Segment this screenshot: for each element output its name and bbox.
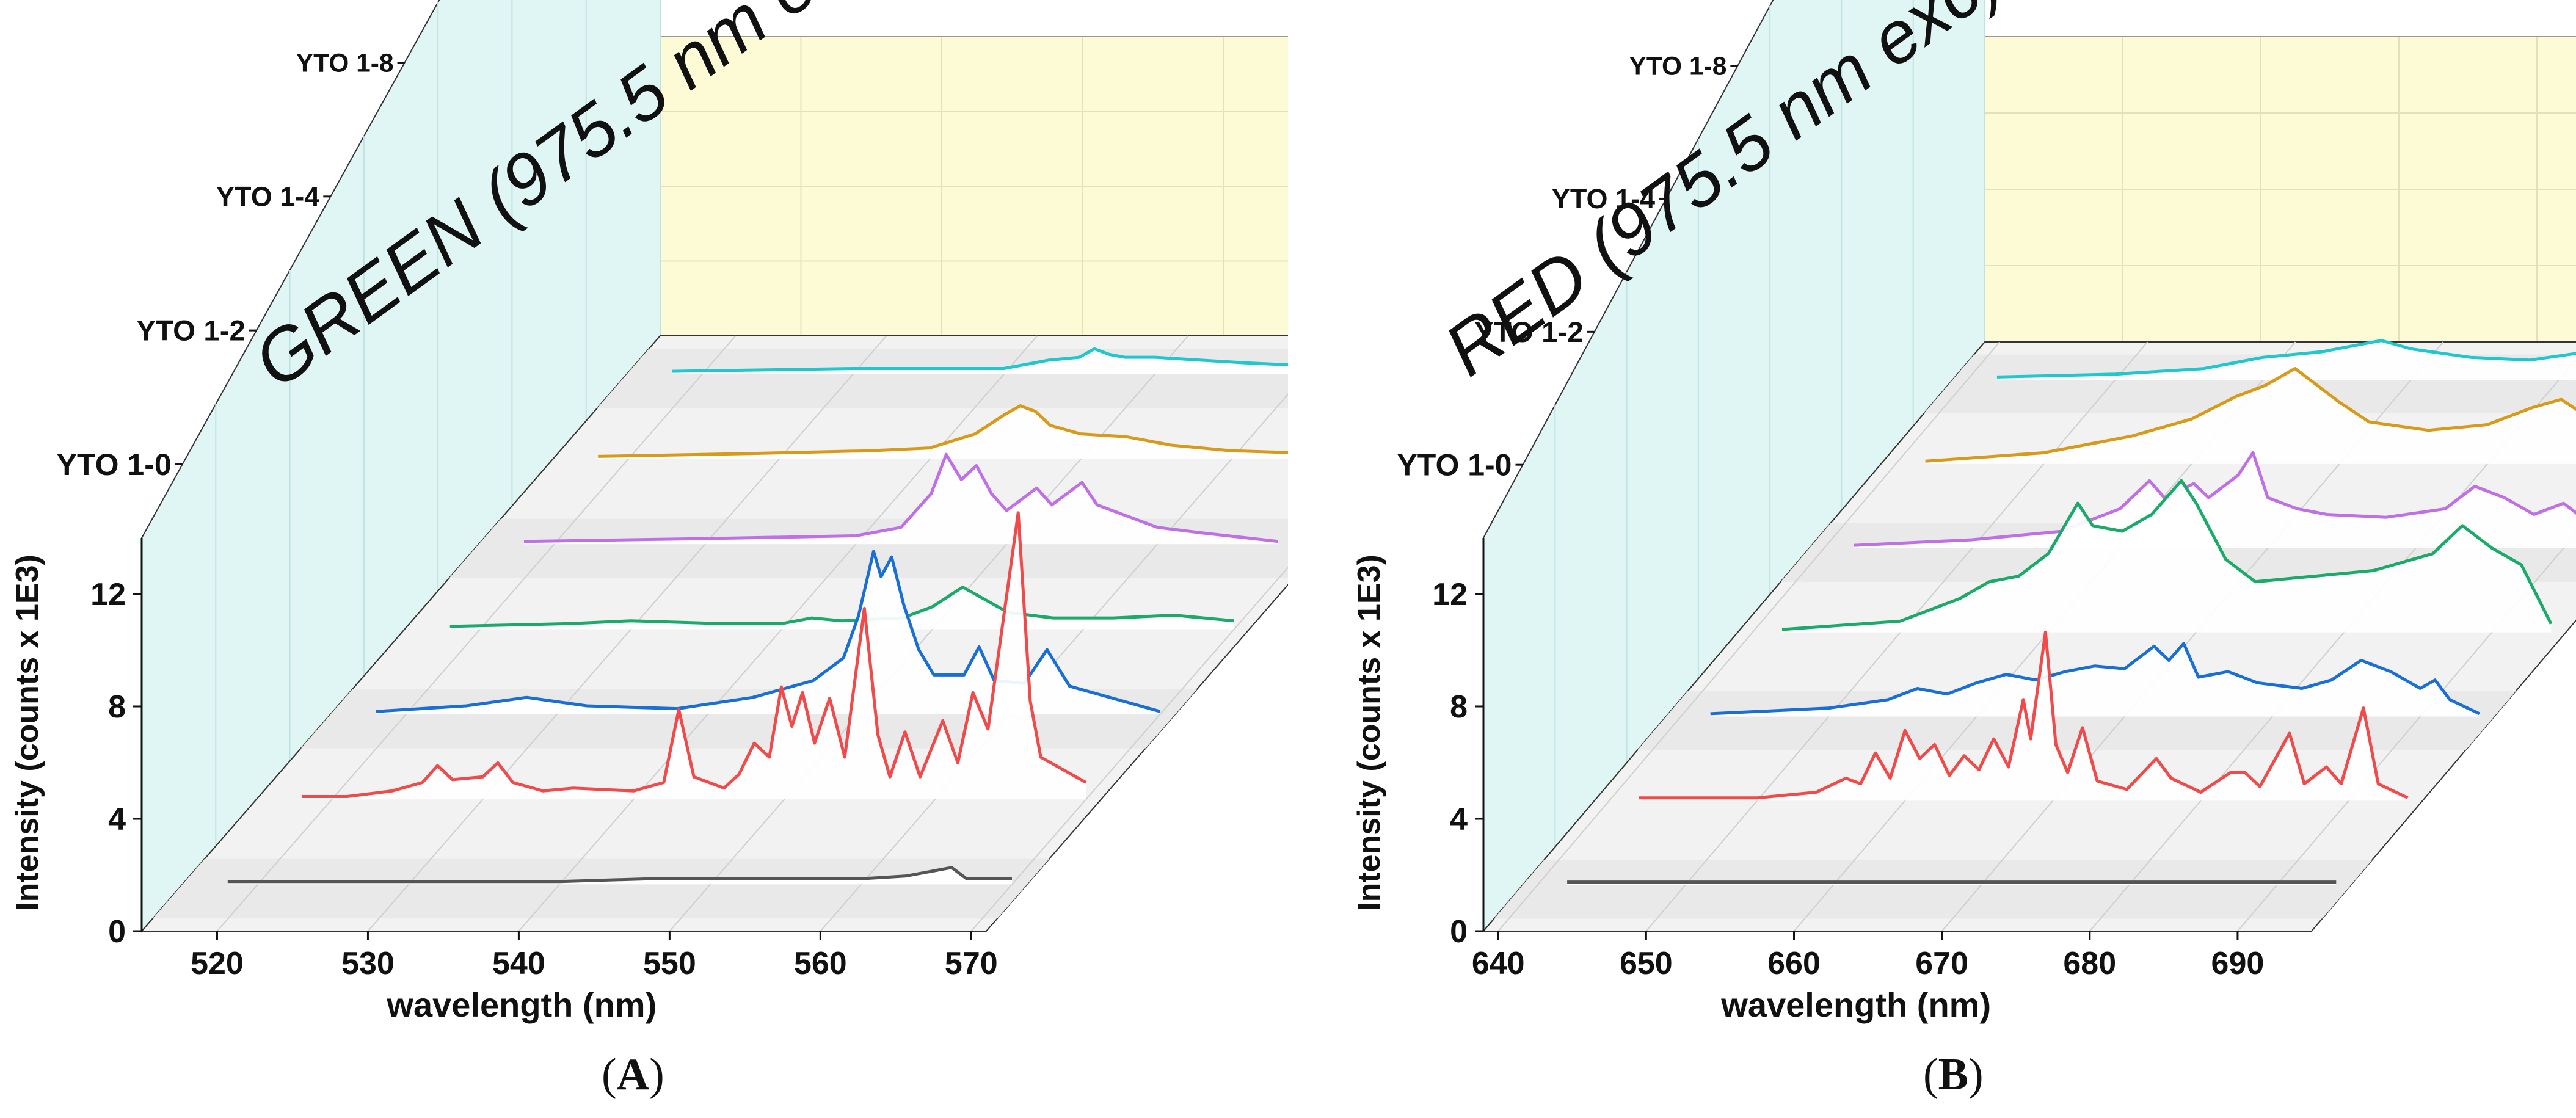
series-fill	[302, 512, 1086, 800]
x-tick-label: 640	[1472, 946, 1525, 981]
depth-tick-label: YTO 1-2	[136, 315, 246, 347]
y-tick-label: 12	[1432, 577, 1468, 612]
series-line-yto-1-4	[1710, 642, 2480, 716]
series-line-yto-2-4	[523, 452, 1279, 543]
series-line-yto-1-8	[1781, 479, 2553, 631]
panel-label-b: (B)	[1923, 1050, 1984, 1100]
y-axis-title: Intensity (counts x 1E3)	[1352, 554, 1387, 911]
chart-green-spectra: 520 530 540 550 560 570 wavelength (nm) 0 4 8 12 In…	[10, 0, 1288, 1024]
series-fill	[523, 454, 1278, 545]
depth-tick-label: YTO 1-0	[1397, 448, 1512, 482]
x-tick-label: 690	[2211, 946, 2265, 981]
x-axis-title: wavelength (nm)	[1720, 986, 1991, 1024]
series-line-yto-2-4	[1854, 451, 2576, 547]
y-tick-label: 8	[1450, 689, 1468, 725]
y-tick-label: 4	[1450, 802, 1468, 837]
floor-grid-line	[367, 335, 887, 932]
y-tick-label: 0	[108, 914, 126, 949]
series-fill	[1639, 632, 2408, 801]
y-tick-label: 4	[108, 802, 126, 837]
series-line-yto-1-0	[227, 866, 1012, 884]
floor-grid-line	[1645, 341, 2148, 932]
depth-tick-label: YTO 1-4	[1552, 183, 1655, 214]
floor-grid-line	[2237, 532, 2576, 932]
series-line-yto-4-4	[1996, 339, 2576, 379]
series-fill	[1782, 481, 2552, 633]
series-fill	[1710, 643, 2480, 717]
depth-tick-label: YTO 1-8	[296, 49, 394, 78]
floor-band	[153, 858, 1050, 919]
series-line-yto-3-6	[1925, 367, 2576, 463]
x-tick-label: 670	[1915, 946, 1968, 981]
series-fill	[1925, 368, 2576, 464]
series-fill	[598, 405, 1288, 459]
series-fill	[1996, 340, 2576, 380]
series-fill	[672, 349, 1288, 374]
chart-red-spectra: 640 650 660 670 680 690 wavelength (nm) 0 4 8 12 In…	[1352, 0, 2576, 1024]
x-tick-label: 570	[945, 946, 998, 981]
floor-grid-line	[1497, 341, 2000, 932]
x-tick-label: 660	[1767, 946, 1821, 981]
series-line-yto-1-8	[449, 586, 1235, 628]
depth-tick-label: YTO 1-8	[1629, 52, 1727, 81]
x-tick-label: 680	[2063, 946, 2116, 981]
floor-grid-line	[518, 335, 1038, 932]
series-line-yto-1-2	[302, 511, 1087, 798]
floor-grid-line	[216, 335, 737, 932]
x-tick-label: 560	[794, 946, 847, 981]
x-tick-label: 550	[643, 946, 696, 981]
series-fill	[449, 587, 1234, 630]
x-tick-label: 540	[492, 946, 545, 981]
series-line-yto-3-6	[598, 404, 1288, 458]
series-line-yto-1-2	[1639, 630, 2409, 800]
depth-tick-label: YTO 1-2	[1474, 316, 1584, 349]
y-tick-label: 8	[108, 689, 126, 725]
x-tick-label: 520	[191, 946, 244, 981]
panel-a: 520 530 540 550 560 570 wavelength (nm) 0 4 8 12 In…	[10, 0, 1288, 1100]
depth-tick-label: YTO 1-4	[216, 181, 319, 212]
y-tick-label: 12	[90, 577, 126, 612]
floor-grid-line	[820, 393, 1288, 932]
floor-band	[1494, 859, 2373, 919]
series-line-yto-4-4	[672, 347, 1288, 373]
depth-tick-label: YTO 1-0	[57, 448, 172, 482]
y-axis-title: Intensity (counts x 1E3)	[10, 554, 45, 911]
series-line-yto-1-4	[376, 550, 1161, 713]
series-fill	[376, 551, 1160, 714]
floor-grid-line	[970, 566, 1288, 932]
x-tick-label: 530	[341, 946, 395, 981]
x-axis-title: wavelength (nm)	[386, 986, 657, 1024]
series-fill	[1854, 452, 2576, 548]
panel-b: 640 650 660 670 680 690 wavelength (nm) 0 4 8 12 In…	[1288, 0, 2576, 1118]
panel-label-a: (A)	[602, 1050, 664, 1100]
x-tick-label: 650	[1620, 946, 1673, 981]
y-tick-label: 0	[1450, 914, 1468, 949]
floor-band	[597, 348, 1288, 408]
